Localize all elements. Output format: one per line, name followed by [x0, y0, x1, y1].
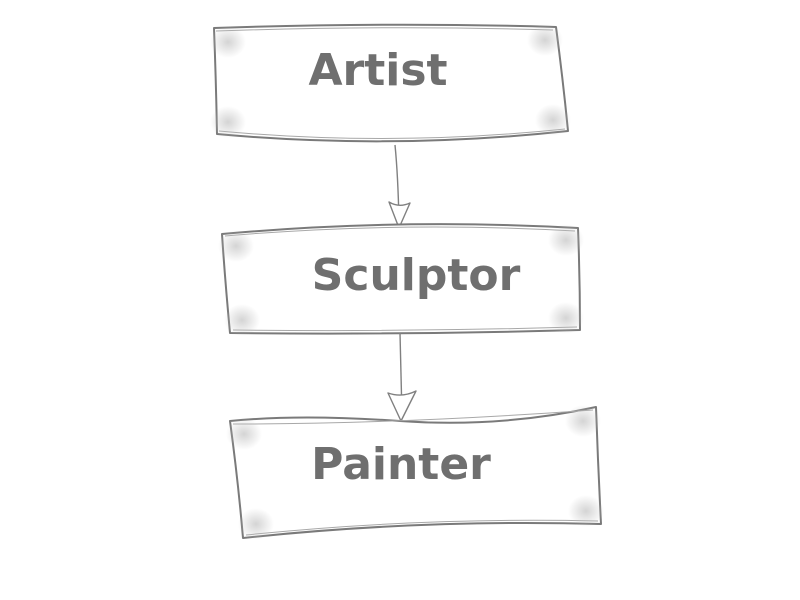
node-painter-box-sketch: [232, 409, 599, 536]
edge-sculptor-painter: [387, 332, 417, 422]
node-artist-shade-tr: [527, 24, 563, 56]
node-painter: Painter: [226, 405, 604, 540]
node-sculptor-box: [221, 223, 581, 335]
node-sculptor-shade-br: [548, 302, 584, 334]
node-sculptor-box-sketch: [224, 226, 578, 332]
node-painter-shade-tl: [226, 418, 262, 450]
node-painter-box: [229, 406, 602, 539]
edge-artist-sculptor: [388, 144, 411, 229]
node-artist-shade-bl: [210, 106, 246, 138]
node-sculptor-label: Sculptor: [312, 250, 521, 301]
node-painter-shade-bl: [238, 508, 274, 540]
node-artist: Artist: [210, 23, 571, 143]
edge-sculptor-painter-arrowhead: [387, 390, 417, 422]
edge-artist-sculptor-arrowhead: [388, 201, 411, 229]
node-sculptor: Sculptor: [218, 223, 584, 336]
node-artist-shade-br: [535, 104, 571, 136]
node-artist-label: Artist: [308, 45, 447, 96]
node-painter-shade-br: [568, 495, 604, 527]
node-artist-box-sketch: [215, 27, 566, 140]
node-painter-label: Painter: [311, 439, 491, 490]
node-painter-shade-tr: [565, 405, 601, 437]
node-sculptor-shade-tr: [548, 224, 584, 256]
node-artist-shade-tl: [210, 26, 246, 58]
node-sculptor-shade-bl: [224, 304, 260, 336]
node-sculptor-shade-tl: [218, 230, 254, 262]
